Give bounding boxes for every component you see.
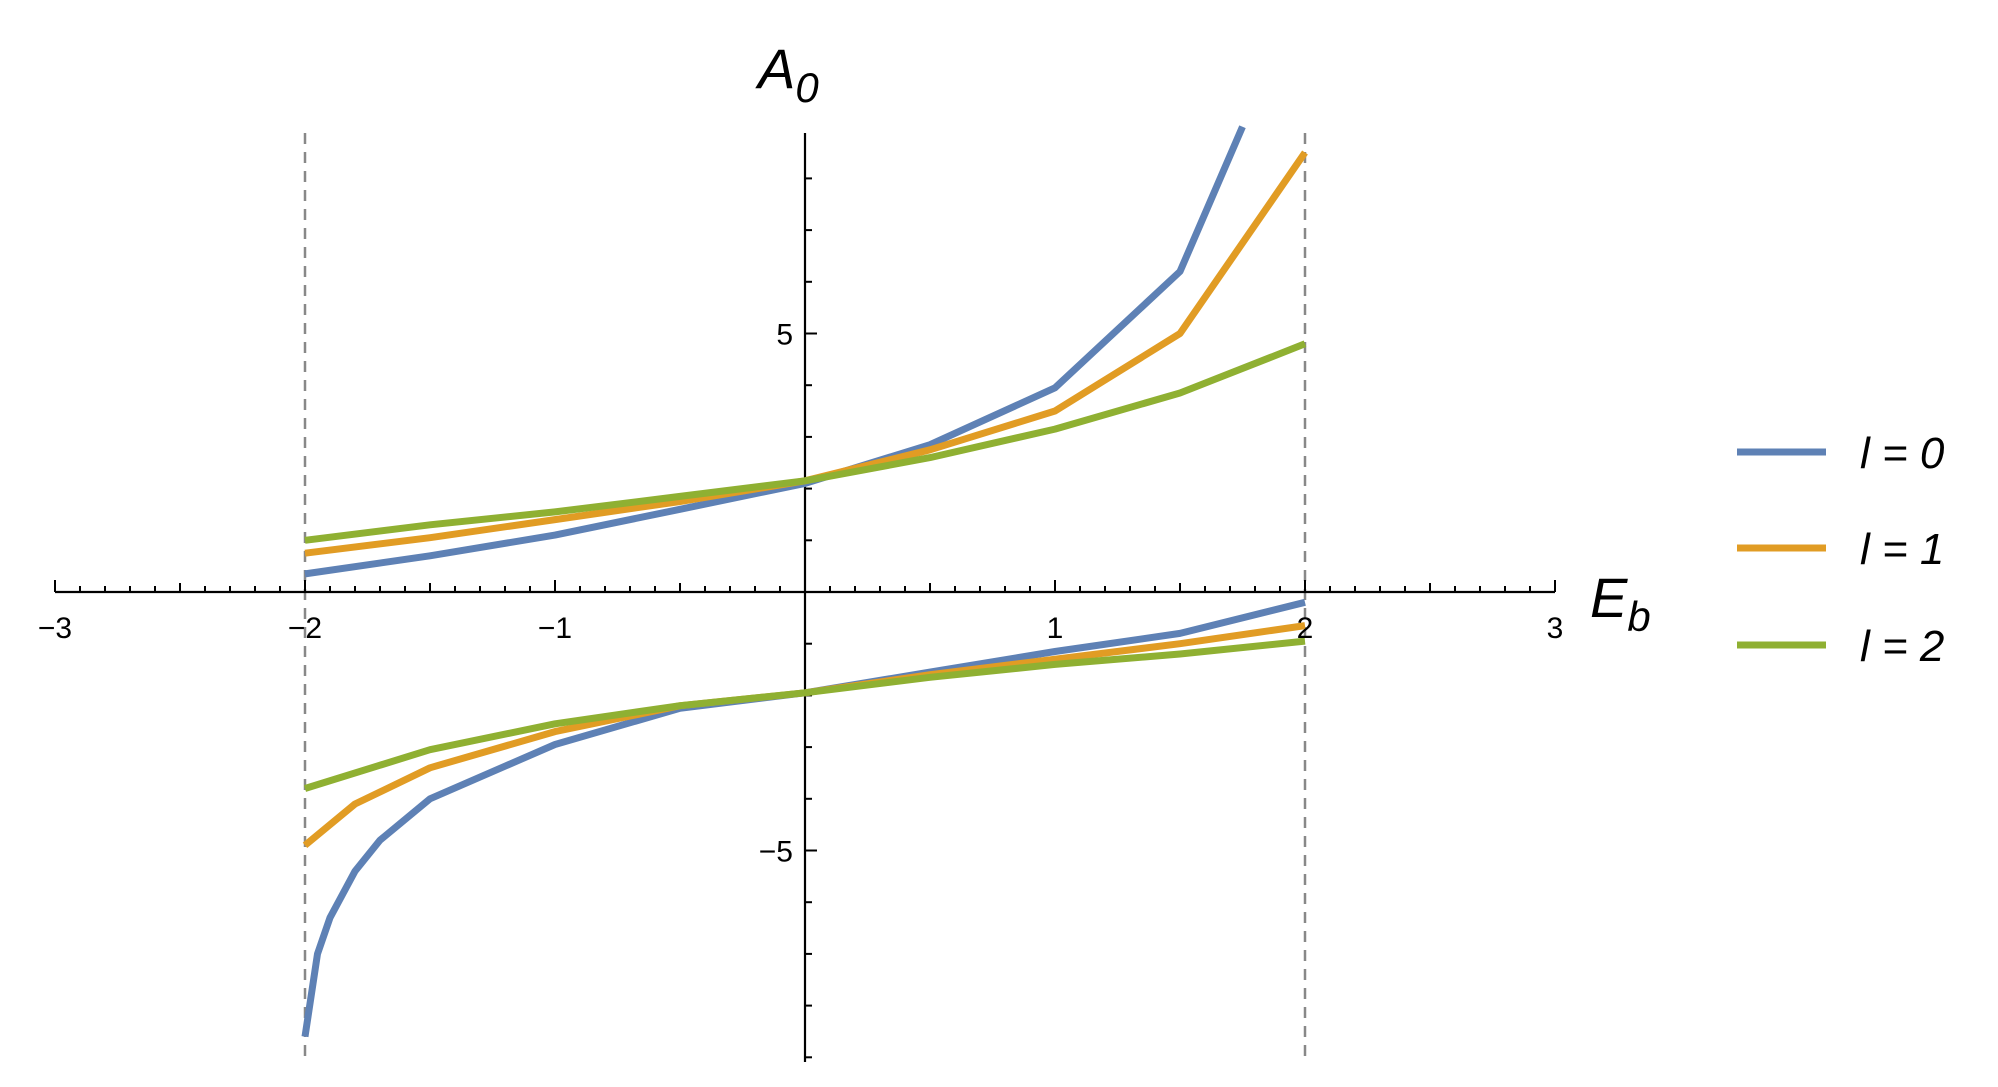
- axes: [54, 133, 1556, 1062]
- y-tick-label: −5: [759, 836, 793, 869]
- x-tick-label: 1: [1047, 612, 1064, 645]
- series-0-branch-1: [301, 598, 1306, 1038]
- series-0-branch-0: [304, 125, 1246, 578]
- x-tick-label: 2: [1297, 612, 1314, 645]
- series-2-branch-0: [304, 340, 1307, 544]
- tick-labels: −3 −2 −1 1 2 3 −5 5: [38, 319, 1563, 869]
- series-2-branch-1: [303, 637, 1306, 792]
- x-axis-title: Eb: [1590, 566, 1651, 640]
- x-tick-label: −2: [288, 612, 322, 645]
- legend-label-1: l = 1: [1860, 525, 1944, 574]
- legend-label-2: l = 2: [1860, 622, 1944, 671]
- vertical-dashed-lines: [303, 133, 1307, 1062]
- x-tick-label: 3: [1547, 612, 1564, 645]
- y-axis-title: A0: [755, 37, 819, 111]
- ylabel-subscript: 0: [795, 64, 819, 111]
- xlabel-subscript: b: [1627, 593, 1650, 640]
- x-tick-label: −1: [538, 612, 572, 645]
- legend-label-0: l = 0: [1860, 429, 1945, 478]
- x-tick-label: −3: [38, 612, 72, 645]
- y-tick-label: 5: [776, 319, 793, 352]
- series-lines: [301, 125, 1308, 1038]
- legend: l = 0 l = 1 l = 2: [1737, 429, 1945, 671]
